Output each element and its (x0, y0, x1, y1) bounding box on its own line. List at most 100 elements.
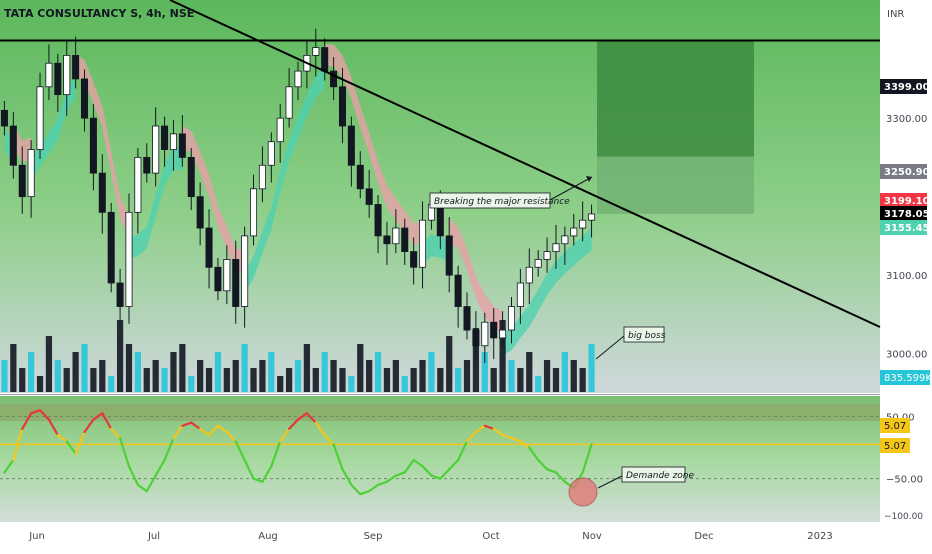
oscillator-segment (92, 412, 104, 421)
volume-bar (303, 344, 311, 392)
candle (214, 257, 222, 301)
candle (472, 311, 480, 360)
volume-marker: 835.599K (880, 370, 932, 385)
oscillator-segment (252, 477, 264, 483)
candle-body (338, 86, 346, 127)
candle-body (330, 70, 338, 88)
candle-body (356, 164, 364, 190)
volume-bar (446, 336, 453, 392)
price-marker-label: 3178.05 (884, 209, 930, 220)
price-axis: 3000.003100.003200.003300.003399.003250.… (880, 79, 932, 522)
volume-bar (90, 368, 97, 392)
cloud-segment (538, 273, 548, 312)
price-tick-label: 3300.00 (886, 114, 927, 125)
volume-bar (517, 368, 524, 392)
candle-body (570, 227, 578, 237)
candle-body (232, 259, 240, 307)
cloud-segment (431, 234, 441, 258)
candle (54, 53, 62, 112)
candle (196, 182, 204, 246)
cloud-segment (564, 243, 574, 274)
candle (543, 237, 551, 273)
oscillator-segment (296, 412, 308, 421)
volume-bar (339, 368, 346, 392)
oscillator-segment (47, 418, 59, 437)
oscillator-segment (554, 471, 566, 483)
oscillator-segment (430, 474, 442, 480)
candle-body (401, 227, 409, 252)
oscillator-segment (341, 468, 353, 486)
oscillator-segment (510, 437, 522, 443)
price-marker-label: 3199.10 (884, 196, 930, 207)
candle (125, 193, 133, 324)
price-marker-label: 3399.00 (884, 82, 930, 93)
price-marker: 3199.10 (880, 193, 930, 208)
volume-marker-label: 835.599K (884, 373, 932, 384)
price-marker-bg (880, 206, 927, 221)
osc-marker: 5.07 (880, 438, 910, 453)
cloud-segment (40, 132, 49, 167)
volume-bar (570, 360, 577, 392)
candle-body (561, 235, 569, 245)
candle (481, 312, 489, 364)
candle-body (463, 306, 471, 331)
oscillator-segment (56, 434, 68, 443)
candle-body (152, 125, 160, 174)
annotation-demand-text: Demande zone (626, 471, 694, 481)
volume-bar (54, 360, 61, 392)
cloud-segment (271, 169, 281, 230)
cloud-segment (200, 151, 210, 197)
candle (570, 213, 578, 246)
candle-body (178, 133, 186, 158)
volume-bar (588, 344, 595, 392)
annotation-demand: Demande zone (597, 466, 694, 489)
candle-body (9, 125, 17, 166)
time-tick-label: Sep (364, 531, 383, 542)
osc-marker-label: 5.07 (884, 441, 906, 452)
cloud-segment (306, 75, 316, 117)
candle-body (419, 219, 427, 268)
oscillator-segment (12, 427, 24, 462)
trendline[interactable] (169, 0, 881, 328)
cloud-segment (48, 118, 58, 155)
oscillator-segment (3, 458, 15, 474)
oscillator-segment (21, 412, 33, 430)
candle-body (89, 117, 97, 174)
candle-body (276, 117, 284, 143)
volume-bar (366, 360, 373, 392)
candle-body (588, 213, 596, 221)
oscillator-segment (545, 468, 558, 474)
demand-zone-circle (568, 477, 598, 507)
candle (347, 116, 355, 187)
candle-body (490, 321, 498, 339)
candle-body (258, 164, 266, 190)
candle-body (54, 62, 62, 96)
candle-body (63, 54, 71, 96)
volume-bar (45, 336, 53, 392)
cloud-segment (111, 151, 121, 219)
oscillator-segment (350, 483, 362, 496)
candle (80, 69, 89, 132)
price-marker-label: 3155.45 (884, 223, 930, 234)
oscillator-segment (38, 409, 51, 421)
oscillator-segment (412, 458, 424, 468)
annotation-breakout-box (429, 192, 551, 209)
annotation-big-boss-box (623, 326, 665, 343)
volume-bar (232, 360, 239, 392)
candle (312, 28, 320, 77)
candle (0, 100, 8, 136)
volume-bar (543, 360, 551, 392)
time-tick-label: Oct (482, 531, 499, 542)
candle-body (312, 47, 320, 56)
cloud-segment (84, 60, 94, 105)
cloud-segment (555, 251, 565, 283)
annotation-demand-arrow (597, 475, 623, 489)
currency-label: INR (887, 9, 905, 20)
volume-bar (535, 376, 542, 392)
candle (507, 297, 516, 344)
volume-bar (36, 376, 44, 392)
candle-body (543, 251, 551, 260)
oscillator-segment (448, 458, 460, 471)
oscillator-segment (323, 434, 335, 446)
